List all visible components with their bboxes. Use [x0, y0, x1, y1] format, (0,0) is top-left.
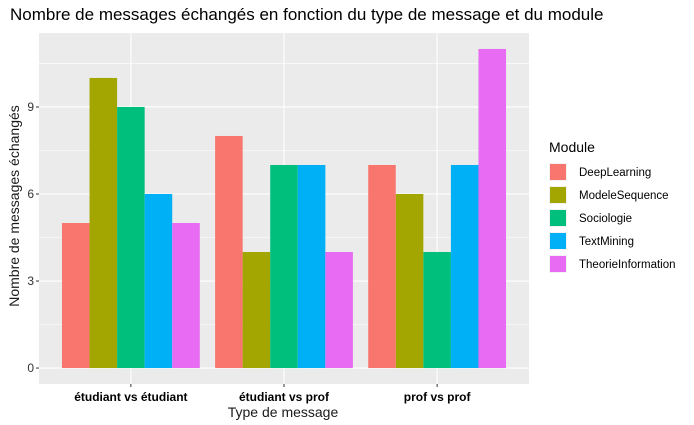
legend-key	[550, 210, 566, 226]
legend-label: TheorieInformation	[579, 259, 676, 271]
x-tick-label: étudiant vs étudiant	[74, 390, 187, 404]
bar	[478, 48, 507, 369]
bar	[242, 252, 271, 369]
legend: Module DeepLearning ModeleSequence Sociolo…	[549, 139, 676, 273]
legend-key	[550, 187, 566, 203]
y-axis-title: Nombre de messages échangés	[6, 105, 22, 307]
y-tick-label: 9	[27, 100, 34, 114]
bar	[325, 252, 353, 369]
y-tick-label: 3	[27, 274, 34, 288]
bar	[368, 164, 396, 369]
bar	[215, 135, 243, 369]
bar	[61, 223, 90, 369]
legend-label: DeepLearning	[579, 167, 651, 179]
x-axis-title: Type de message	[228, 404, 339, 420]
legend-title: Module	[549, 139, 595, 155]
x-tick-label: étudiant vs prof	[239, 390, 330, 404]
bar	[270, 164, 298, 369]
x-axis-ticks: étudiant vs étudiant étudiant vs prof prof…	[74, 384, 471, 404]
bar	[423, 252, 451, 369]
y-tick-label: 6	[27, 187, 34, 201]
bar	[144, 193, 173, 369]
bar	[395, 193, 424, 369]
bars	[61, 48, 507, 369]
chart-title: Nombre de messages échangés en fonction …	[10, 5, 603, 24]
y-axis-ticks: 0 3 6 9	[27, 100, 39, 375]
legend-key	[550, 164, 566, 180]
legend-label: TextMining	[579, 236, 634, 248]
legend-key	[550, 233, 566, 249]
bar	[297, 164, 326, 369]
bar	[172, 223, 200, 369]
x-tick-label: prof vs prof	[404, 390, 472, 404]
legend-key	[550, 256, 566, 272]
y-tick-label: 0	[27, 361, 34, 375]
bar	[117, 106, 145, 369]
bar	[450, 164, 479, 369]
legend-label: Sociologie	[579, 213, 632, 225]
bar	[89, 77, 118, 369]
legend-label: ModeleSequence	[579, 190, 669, 202]
